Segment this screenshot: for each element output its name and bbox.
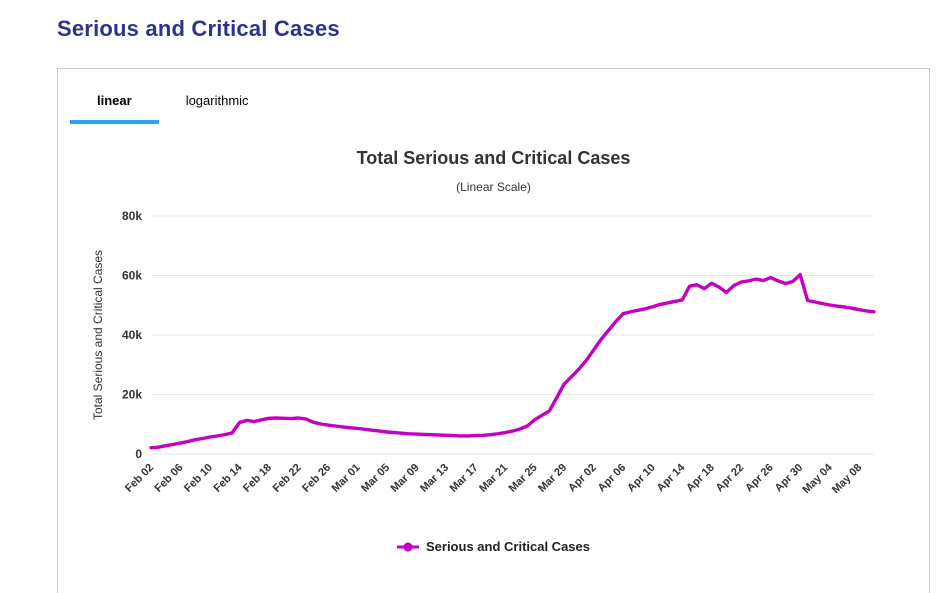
x-tick-label: Apr 06 [596,462,629,495]
chart-subtitle: (Linear Scale) [456,180,531,194]
x-tick-label: Mar 01 [330,462,363,495]
legend-label: Serious and Critical Cases [425,539,590,554]
y-tick-label: 40k [122,328,142,342]
x-tick-label: Feb 10 [182,462,215,495]
x-tick-label: Apr 22 [714,462,747,495]
x-tick-label: Apr 14 [655,461,688,494]
y-tick-label: 0 [135,447,142,461]
legend-marker-icon [396,542,419,551]
x-tick-label: Feb 18 [241,462,274,495]
y-tick-label: 60k [122,269,142,283]
scale-tabs: linear logarithmic [58,69,929,124]
x-tick-label: Apr 30 [773,462,806,495]
x-tick-label: Apr 02 [566,462,599,495]
x-tick-label: Mar 21 [477,462,510,495]
chart-header: Total Serious and Critical Cases (Linear… [58,148,929,194]
x-tick-label: May 08 [830,462,864,496]
x-tick-label: Apr 18 [684,462,717,495]
chart-card: linear logarithmic Total Serious and Cri… [57,68,930,593]
y-tick-label: 80k [122,209,142,223]
x-tick-label: Feb 06 [152,462,185,495]
x-tick-label: Mar 25 [507,462,540,495]
page-title: Serious and Critical Cases [57,16,340,41]
y-tick-label: 20k [122,388,142,402]
y-axis-title: Total Serious and Critical Cases [91,250,105,420]
series-line[interactable] [149,272,876,450]
tab-linear[interactable]: linear [70,83,159,124]
x-tick-label: Mar 17 [448,462,481,495]
x-tick-label: Feb 26 [300,462,333,495]
x-tick-label: Apr 26 [743,462,776,495]
x-tick-label: Apr 10 [625,462,658,495]
x-tick-label: Mar 13 [418,462,451,495]
x-tick-label: May 04 [800,461,835,496]
chart-title: Total Serious and Critical Cases [356,148,631,168]
x-tick-label: Feb 02 [123,462,156,495]
x-tick-label: Mar 09 [389,462,422,495]
x-tick-label: Feb 22 [271,462,304,495]
x-tick-label: Mar 05 [359,462,392,495]
x-tick-label: Feb 14 [211,461,245,495]
x-tick-label: Mar 29 [536,462,569,495]
legend[interactable]: Serious and Critical Cases [58,539,929,554]
tab-logarithmic[interactable]: logarithmic [185,93,249,108]
